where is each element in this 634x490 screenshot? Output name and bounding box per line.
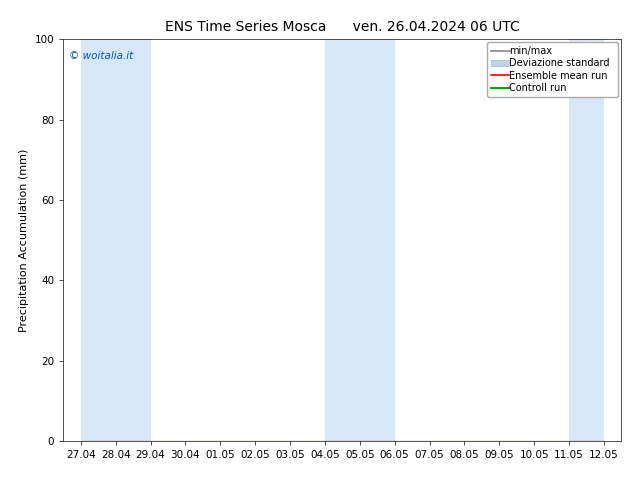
Bar	[569, 39, 604, 441]
Bar	[81, 39, 150, 441]
Y-axis label: Precipitation Accumulation (mm): Precipitation Accumulation (mm)	[19, 148, 29, 332]
Text: © woitalia.it: © woitalia.it	[69, 51, 133, 61]
Text: ENS Time Series Mosca      ven. 26.04.2024 06 UTC: ENS Time Series Mosca ven. 26.04.2024 06…	[165, 20, 520, 34]
Legend: min/max, Deviazione standard, Ensemble mean run, Controll run: min/max, Deviazione standard, Ensemble m…	[487, 42, 618, 97]
Bar	[325, 39, 394, 441]
